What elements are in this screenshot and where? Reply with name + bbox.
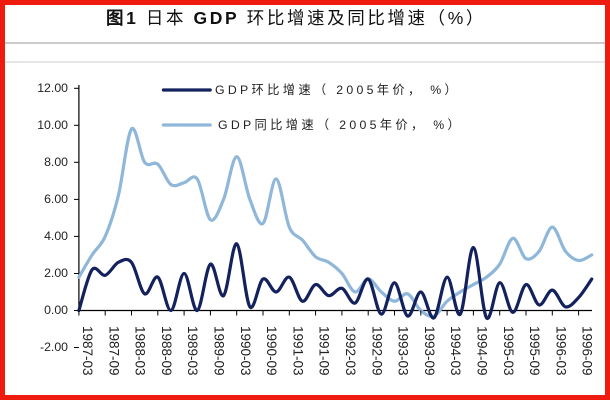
svg-text:1992-09: 1992-09 xyxy=(369,326,384,376)
svg-text:1987-03: 1987-03 xyxy=(80,326,95,376)
svg-text:1989-09: 1989-09 xyxy=(212,326,227,376)
svg-text:1995-09: 1995-09 xyxy=(527,326,542,376)
svg-text:6.00: 6.00 xyxy=(44,192,68,206)
svg-text:1990-09: 1990-09 xyxy=(264,326,279,376)
svg-text:8.00: 8.00 xyxy=(44,155,68,169)
svg-text:1989-03: 1989-03 xyxy=(185,326,200,376)
svg-text:1988-03: 1988-03 xyxy=(133,326,148,376)
svg-text:2.00: 2.00 xyxy=(44,266,68,280)
svg-text:1988-09: 1988-09 xyxy=(159,326,174,376)
svg-text:1996-03: 1996-03 xyxy=(553,326,568,376)
svg-text:1994-03: 1994-03 xyxy=(448,326,463,376)
svg-text:12.00: 12.00 xyxy=(37,81,68,95)
svg-text:4.00: 4.00 xyxy=(44,229,68,243)
svg-text:-2.00: -2.00 xyxy=(40,340,68,354)
svg-text:1993-03: 1993-03 xyxy=(396,326,411,376)
svg-text:1987-09: 1987-09 xyxy=(106,326,121,376)
svg-text:1993-09: 1993-09 xyxy=(422,326,437,376)
svg-text:10.00: 10.00 xyxy=(37,118,68,132)
svg-text:1996-09: 1996-09 xyxy=(580,326,595,376)
svg-text:1990-03: 1990-03 xyxy=(238,326,253,376)
svg-text:0.00: 0.00 xyxy=(44,303,68,317)
svg-text:1992-03: 1992-03 xyxy=(343,326,358,376)
svg-text:1991-09: 1991-09 xyxy=(317,326,332,376)
svg-text:1995-03: 1995-03 xyxy=(501,326,516,376)
svg-text:图1 日本 GDP 环比增速及同比增速（%）: 图1 日本 GDP 环比增速及同比增速（%） xyxy=(106,8,486,28)
svg-text:GDP环比增速（ 2005年价， %）: GDP环比增速（ 2005年价， %） xyxy=(215,82,460,97)
svg-text:1994-09: 1994-09 xyxy=(475,326,490,376)
svg-text:GDP同比增速（ 2005年价， %）: GDP同比增速（ 2005年价， %） xyxy=(218,117,463,132)
svg-text:1991-03: 1991-03 xyxy=(290,326,305,376)
